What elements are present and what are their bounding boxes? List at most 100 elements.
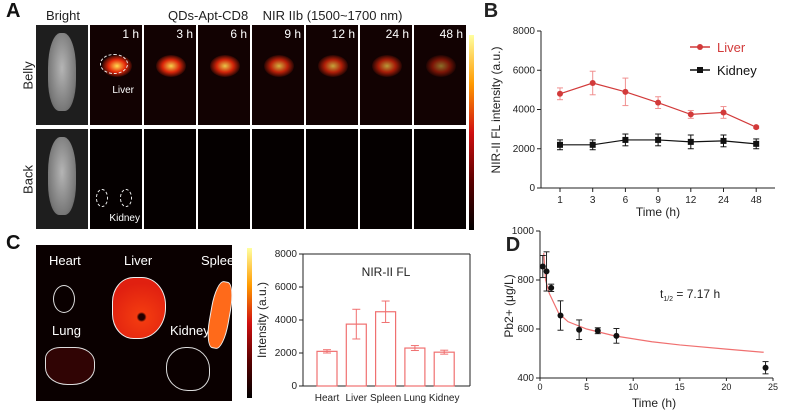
x-tick-label: Heart [315,393,340,404]
kidney-annotation: Kidney [109,213,140,224]
data-point [720,109,727,116]
colorbar-a [469,35,474,230]
x-tick-label: 0 [537,382,542,392]
data-point [576,326,583,333]
back-nir-image [414,129,466,229]
legend-marker [697,44,703,50]
y-tick-label: 6000 [513,65,536,76]
data-point [557,90,563,97]
back-nir-image [306,129,358,229]
y-tick-label: 6000 [275,282,298,293]
y-tick-label: 800 [517,275,534,286]
back-nir-image [252,129,304,229]
x-tick-label: 24 [718,195,730,206]
panel-a-label: A [6,0,21,22]
belly-nir-image: 9 h [252,25,304,125]
belly-nir-image: 24 h [360,25,412,125]
colorbar-c [247,248,252,398]
data-point [589,80,596,87]
data-point [687,111,694,118]
x-tick-label: Kidney [429,393,460,404]
organ-label-lung: Lung [52,323,81,338]
liver-signal [426,55,456,77]
x-tick-label: 3 [590,195,596,206]
x-tick-label: 5 [584,382,589,392]
y-tick-label: 8000 [275,249,298,260]
organ-label-spleen: Spleen [201,253,242,268]
belly-nir-image: 3 h [144,25,196,125]
timepoint-label: 6 h [230,27,247,41]
liver-circle [100,54,128,74]
y-axis-label: Intensity (a.u.) [255,282,269,358]
organ-label-kidney: Kidney [170,323,210,338]
legend-label-kidney: Kidney [717,63,757,78]
liver-signal [318,55,348,77]
data-point [557,312,564,319]
data-point [687,138,694,145]
data-point [613,332,620,339]
organ-heart [53,285,75,313]
data-point [589,141,596,148]
data-point [548,284,555,291]
panel-b-label: B [484,0,498,22]
data-point [594,327,601,334]
data-point [655,136,662,143]
y-tick-label: 0 [291,381,297,392]
x-axis-label: Time (h) [632,396,676,410]
liver-annotation: Liver [112,85,134,96]
timepoint-label: 12 h [331,27,355,41]
organ-lung [45,347,95,385]
x-tick-label: Spleen [370,393,401,404]
y-tick-label: 600 [517,324,534,335]
liver-signal [156,55,186,77]
x-axis-label: Time (h) [636,205,680,219]
liver-signal [372,55,402,77]
timepoint-label: 1 h [122,27,139,41]
y-tick-label: 8000 [513,26,536,37]
bar-kidney [433,351,455,387]
bright-image-back [36,129,88,229]
data-point [543,268,550,275]
x-tick-label: 10 [628,382,638,392]
x-tick-label: 25 [768,382,778,392]
belly-nir-image: 48 h [414,25,466,125]
y-tick-label: 4000 [275,315,298,326]
organ-liver [112,277,166,339]
bright-image-belly [36,25,88,125]
y-axis-label: NIR-II FL intensity (a.u.) [489,47,503,174]
bar-chart-title: NIR-II FL [362,265,411,279]
x-tick-label: 12 [685,195,697,206]
timepoint-label: 24 h [385,27,409,41]
kidney-circle [96,189,108,207]
bar-lung [404,347,426,387]
bright-title: Bright [46,8,80,23]
panel-c-label: C [6,232,21,254]
x-tick-label: 15 [675,382,685,392]
organ-label-liver: Liver [124,253,153,268]
belly-nir-image: 6 h [198,25,250,125]
bar-heart [316,350,338,387]
data-point [762,364,769,371]
panel-d-label: D [506,234,520,256]
y-tick-label: 2000 [513,144,536,155]
data-point [720,137,727,144]
data-point [557,141,563,148]
legend-marker [697,67,703,73]
x-tick-label: Liver [345,393,367,404]
x-tick-label: 1 [557,195,563,206]
y-tick-label: 400 [517,373,534,384]
y-tick-label: 0 [529,183,535,194]
organ-image: Heart Liver Spleen Lung Kidney [36,245,241,401]
half-life-annotation: t1/2 = 7.17 h [660,287,720,303]
belly-nir-image: 1 h Liver [90,25,142,125]
back-nir-image [198,129,250,229]
data-point [622,136,629,143]
y-tick-label: 2000 [275,348,298,359]
timepoint-label: 48 h [439,27,463,41]
back-nir-image: Kidney [90,129,142,229]
data-point [622,88,629,95]
data-point [539,263,546,270]
data-point [655,99,662,106]
timepoint-label: 3 h [176,27,193,41]
